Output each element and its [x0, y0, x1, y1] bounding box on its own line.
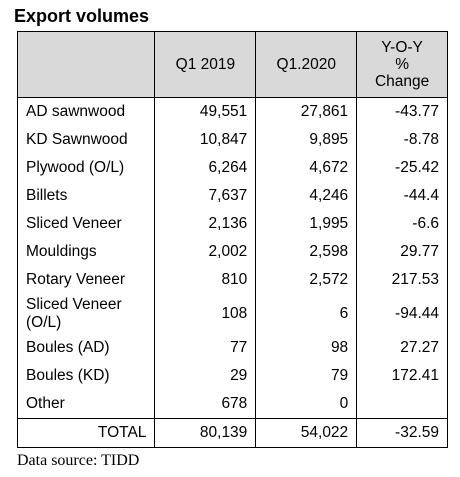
row-product: Billets	[16, 182, 156, 210]
row-q1-2019: 49,551	[154, 97, 257, 126]
row-yoy: -44.4	[356, 182, 448, 210]
data-source-note: Data source: TIDD	[17, 452, 140, 469]
row-yoy: -94.44	[356, 294, 448, 334]
header-q1-2019: Q1 2019	[154, 31, 257, 98]
row-product: Boules (KD)	[16, 362, 156, 390]
header-row: Q1 2019 Q1.2020 Y-O-Y % Change	[16, 31, 448, 98]
header-yoy-line3: Change	[374, 73, 430, 90]
row-q1-2019: 29	[154, 362, 257, 390]
row-q1-2019: 108	[154, 294, 257, 334]
row-product: Plywood (O/L)	[16, 154, 156, 182]
header-q1-2020: Q1.2020	[255, 31, 358, 98]
row-q1-2020: 27,861	[255, 97, 358, 126]
export-volumes-table: Q1 2019 Q1.2020 Y-O-Y % Change AD sawnwo…	[16, 31, 448, 448]
table-row: Other 678 0	[16, 390, 448, 419]
row-product: AD sawnwood	[16, 97, 156, 126]
table-row: KD Sawnwood 10,847 9,895 -8.78	[16, 126, 448, 154]
row-q1-2020: 4,672	[255, 154, 358, 182]
row-yoy: 172.41	[356, 362, 448, 390]
row-q1-2020: 1,995	[255, 210, 358, 238]
row-q1-2020: 2,598	[255, 238, 358, 266]
row-product: Boules (AD)	[16, 334, 156, 362]
row-yoy: 27.27	[356, 334, 448, 362]
row-yoy	[356, 390, 448, 419]
table-row: Sliced Veneer 2,136 1,995 -6.6	[16, 210, 448, 238]
row-q1-2020: 4,246	[255, 182, 358, 210]
row-yoy: 29.77	[356, 238, 448, 266]
total-q1-2020: 54,022	[255, 418, 358, 448]
row-yoy: -6.6	[356, 210, 448, 238]
row-yoy: -25.42	[356, 154, 448, 182]
row-product: Mouldings	[16, 238, 156, 266]
table-row: Billets 7,637 4,246 -44.4	[16, 182, 448, 210]
row-q1-2019: 7,637	[154, 182, 257, 210]
row-q1-2019: 2,136	[154, 210, 257, 238]
header-yoy-line1: Y-O-Y	[381, 39, 423, 56]
row-product: Sliced Veneer	[16, 210, 156, 238]
total-row: TOTAL 80,139 54,022 -32.59	[16, 418, 448, 448]
total-q1-2019: 80,139	[154, 418, 257, 448]
table-title: Export volumes	[14, 6, 150, 26]
row-product: Rotary Veneer	[16, 266, 156, 294]
row-q1-2020: 6	[255, 294, 358, 334]
table-row: Plywood (O/L) 6,264 4,672 -25.42	[16, 154, 448, 182]
row-product: Sliced Veneer (O/L)	[16, 294, 156, 334]
header-yoy-change: Y-O-Y % Change	[356, 31, 448, 98]
row-product-line2: (O/L)	[26, 314, 62, 331]
table-row: Sliced Veneer (O/L) 108 6 -94.44	[16, 294, 448, 334]
table-row: Boules (KD) 29 79 172.41	[16, 362, 448, 390]
row-q1-2019: 6,264	[154, 154, 257, 182]
row-q1-2019: 77	[154, 334, 257, 362]
row-yoy: -43.77	[356, 97, 448, 126]
row-product-line1: Sliced Veneer	[26, 296, 122, 313]
table-row: AD sawnwood 49,551 27,861 -43.77	[16, 97, 448, 126]
row-q1-2020: 9,895	[255, 126, 358, 154]
header-yoy-line2: %	[395, 56, 409, 73]
row-yoy: -8.78	[356, 126, 448, 154]
row-product: Other	[16, 390, 156, 419]
row-q1-2019: 10,847	[154, 126, 257, 154]
table-row: Boules (AD) 77 98 27.27	[16, 334, 448, 362]
row-product: KD Sawnwood	[16, 126, 156, 154]
row-q1-2019: 2,002	[154, 238, 257, 266]
table-row: Rotary Veneer 810 2,572 217.53	[16, 266, 448, 294]
row-q1-2019: 678	[154, 390, 257, 419]
row-q1-2020: 98	[255, 334, 358, 362]
row-q1-2020: 2,572	[255, 266, 358, 294]
table-row: Mouldings 2,002 2,598 29.77	[16, 238, 448, 266]
row-q1-2019: 810	[154, 266, 257, 294]
row-q1-2020: 79	[255, 362, 358, 390]
row-q1-2020: 0	[255, 390, 358, 419]
total-yoy: -32.59	[356, 418, 448, 448]
total-label: TOTAL	[16, 418, 156, 448]
header-product	[16, 31, 156, 98]
row-yoy: 217.53	[356, 266, 448, 294]
